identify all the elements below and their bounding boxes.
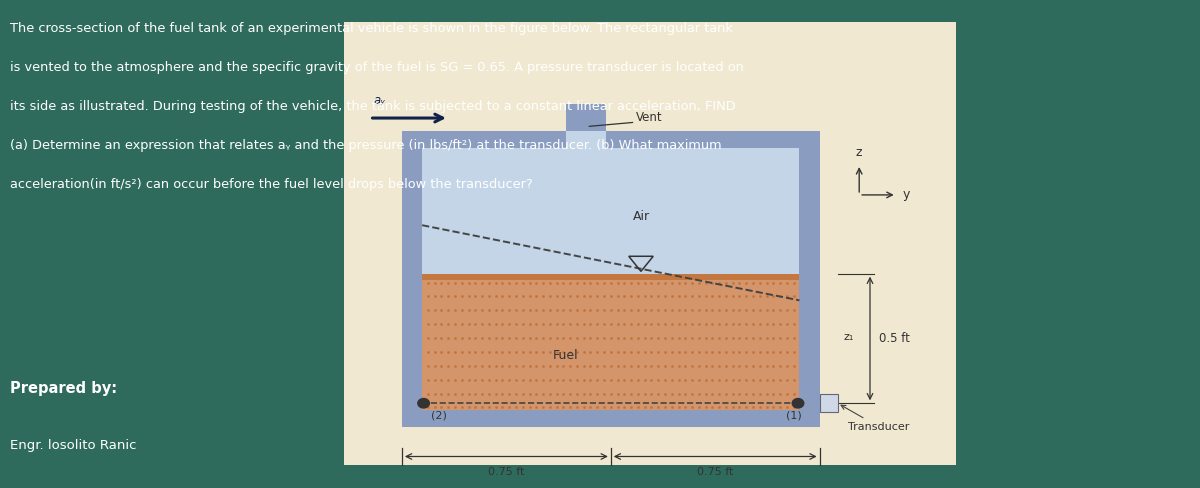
Bar (422, 274, 799, 280)
Text: 0.75 ft: 0.75 ft (488, 467, 524, 477)
Circle shape (792, 399, 804, 408)
Bar (422, 148, 799, 410)
Text: Air: Air (632, 210, 649, 224)
Text: Prepared by:: Prepared by: (10, 381, 116, 396)
Text: Transducer: Transducer (841, 405, 910, 432)
Text: is vented to the atmosphere and the specific gravity of the fuel is SG = 0.65. A: is vented to the atmosphere and the spec… (10, 61, 744, 74)
Text: Vent: Vent (636, 111, 662, 124)
Circle shape (418, 399, 430, 408)
Bar (820, 394, 838, 412)
Bar (422, 274, 799, 410)
Bar (344, 21, 956, 466)
Text: Fuel: Fuel (553, 349, 578, 362)
Text: acceleration(in ft/s²) can occur before the fuel level drops below the transduce: acceleration(in ft/s²) can occur before … (10, 178, 533, 191)
Text: Engr. losolito Ranic: Engr. losolito Ranic (10, 439, 136, 452)
Bar (566, 104, 606, 131)
Text: (1): (1) (786, 410, 803, 420)
Text: 0.5 ft: 0.5 ft (878, 332, 910, 345)
Text: its side as illustrated. During testing of the vehicle, the tank is subjected to: its side as illustrated. During testing … (10, 100, 736, 113)
Text: z₁: z₁ (844, 332, 854, 342)
Text: The cross-section of the fuel tank of an experimental vehicle is shown in the fi: The cross-section of the fuel tank of an… (10, 22, 732, 35)
Text: aᵧ: aᵧ (373, 94, 385, 107)
Bar (402, 131, 820, 427)
Text: z: z (856, 146, 863, 160)
Text: (a) Determine an expression that relates aᵧ and the pressure (in lbs/ft²) at the: (a) Determine an expression that relates… (10, 139, 721, 152)
Bar (566, 128, 606, 148)
Text: 0.75 ft: 0.75 ft (697, 467, 733, 477)
Text: y: y (902, 188, 910, 202)
Text: (2): (2) (431, 410, 446, 420)
